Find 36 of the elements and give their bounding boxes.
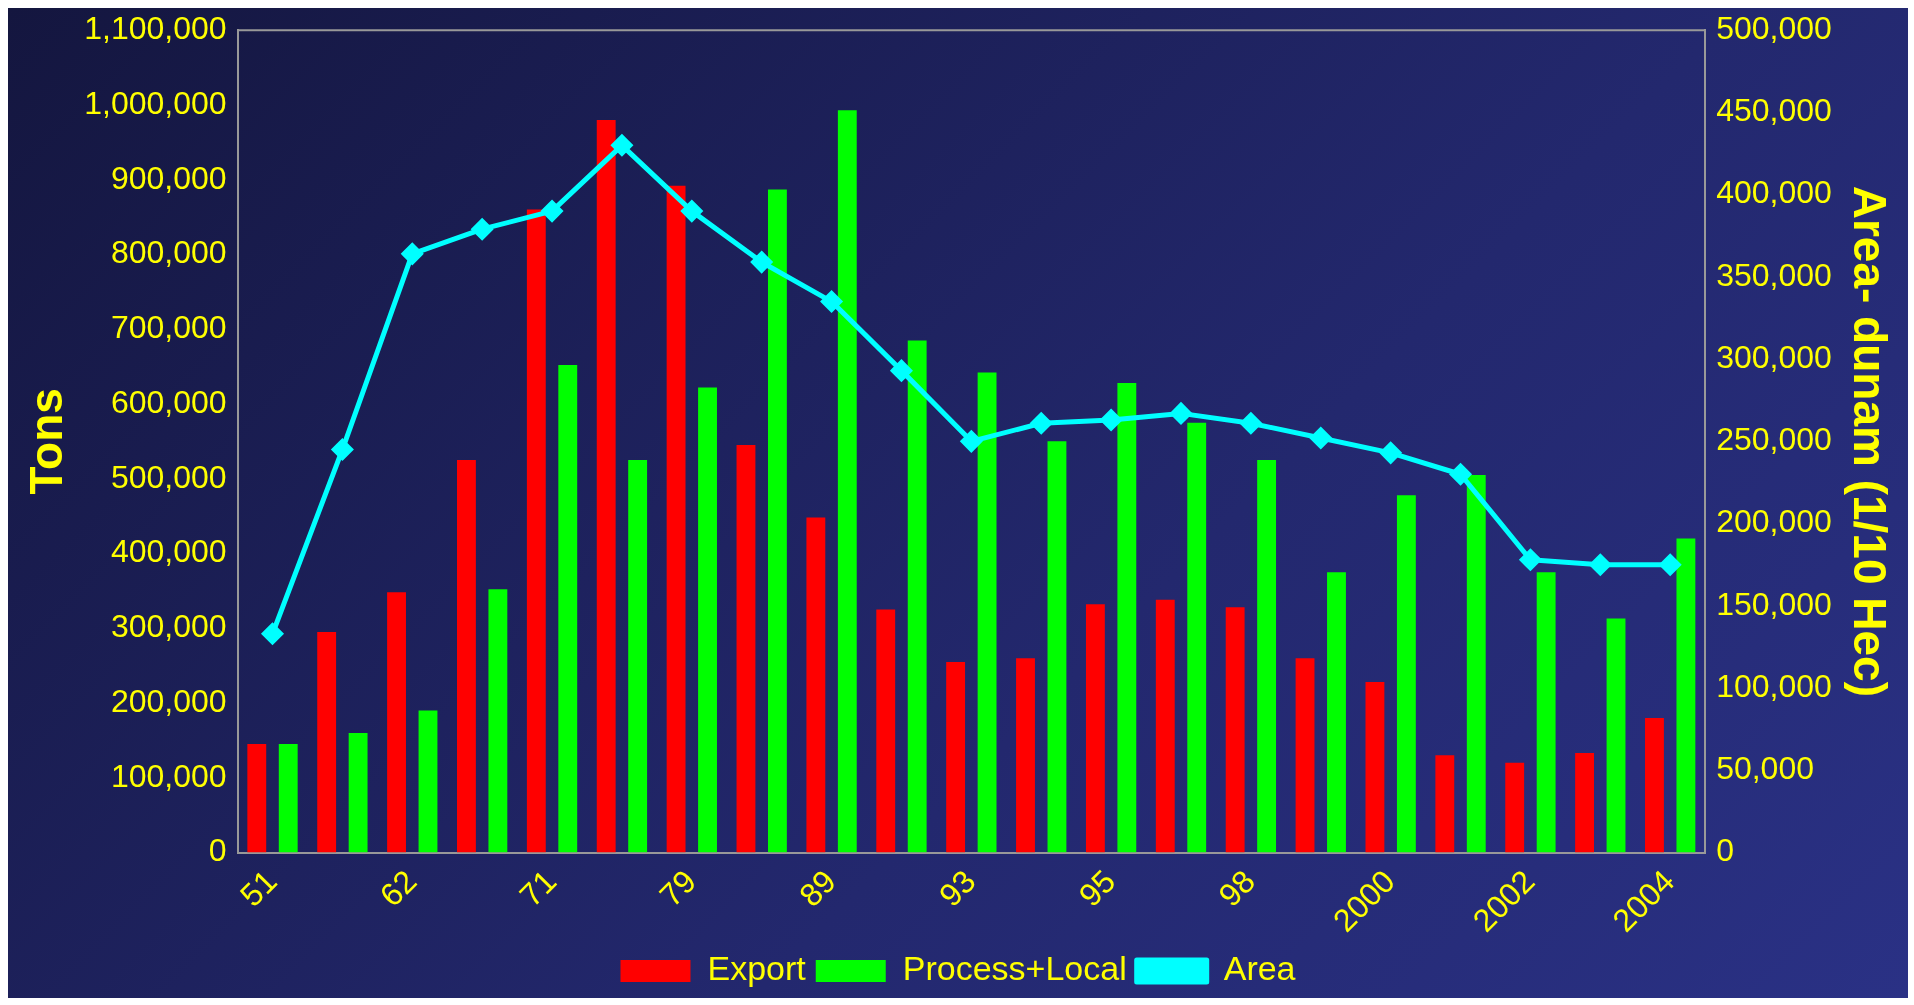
y-tick-label: 600,000 xyxy=(110,383,227,420)
y-axis-title: Tons xyxy=(20,388,73,495)
y2-axis-title: Area- dunam (1/10 Hec) xyxy=(1843,185,1896,697)
y2-tick-label: 100,000 xyxy=(1716,667,1832,704)
x-tick-label: 51 xyxy=(233,862,284,914)
y2-tick-label: 250,000 xyxy=(1716,421,1832,458)
y-tick-label: 300,000 xyxy=(110,608,227,645)
y-tick-label: 900,000 xyxy=(110,159,227,196)
x-tick-label: 79 xyxy=(652,862,703,914)
y2-tick-label: 150,000 xyxy=(1716,585,1832,622)
y2-tick-label: 0 xyxy=(1716,832,1734,869)
y2-tick-label: 450,000 xyxy=(1716,92,1832,129)
y-tick-label: 800,000 xyxy=(110,234,227,271)
y2-tick-label: 200,000 xyxy=(1716,503,1832,540)
y-tick-label: 100,000 xyxy=(110,757,227,794)
x-tick-label: 62 xyxy=(372,862,424,914)
x-tick-label: 95 xyxy=(1071,862,1123,914)
x-tick-label: 93 xyxy=(931,862,983,914)
y-tick-label: 0 xyxy=(208,832,227,869)
y-tick-label: 1,100,000 xyxy=(84,10,227,47)
y-tick-label: 500,000 xyxy=(110,458,227,495)
y-tick-label: 1,000,000 xyxy=(84,84,227,121)
legend-label: Process+Local xyxy=(902,949,1127,988)
x-tick-label: 71 xyxy=(512,862,564,914)
y-tick-label: 400,000 xyxy=(110,533,227,570)
legend-label: Export xyxy=(707,949,807,988)
legend-label: Area xyxy=(1223,949,1296,988)
y-tick-label: 700,000 xyxy=(110,309,227,346)
y2-tick-label: 50,000 xyxy=(1716,750,1814,787)
y-tick-label: 200,000 xyxy=(110,682,227,719)
x-tick-label: 98 xyxy=(1211,862,1263,914)
y2-tick-label: 350,000 xyxy=(1716,256,1832,293)
y2-tick-label: 500,000 xyxy=(1716,10,1832,47)
y2-tick-label: 300,000 xyxy=(1716,338,1832,375)
x-tick-label: 89 xyxy=(792,862,843,914)
y2-tick-label: 400,000 xyxy=(1716,174,1832,211)
